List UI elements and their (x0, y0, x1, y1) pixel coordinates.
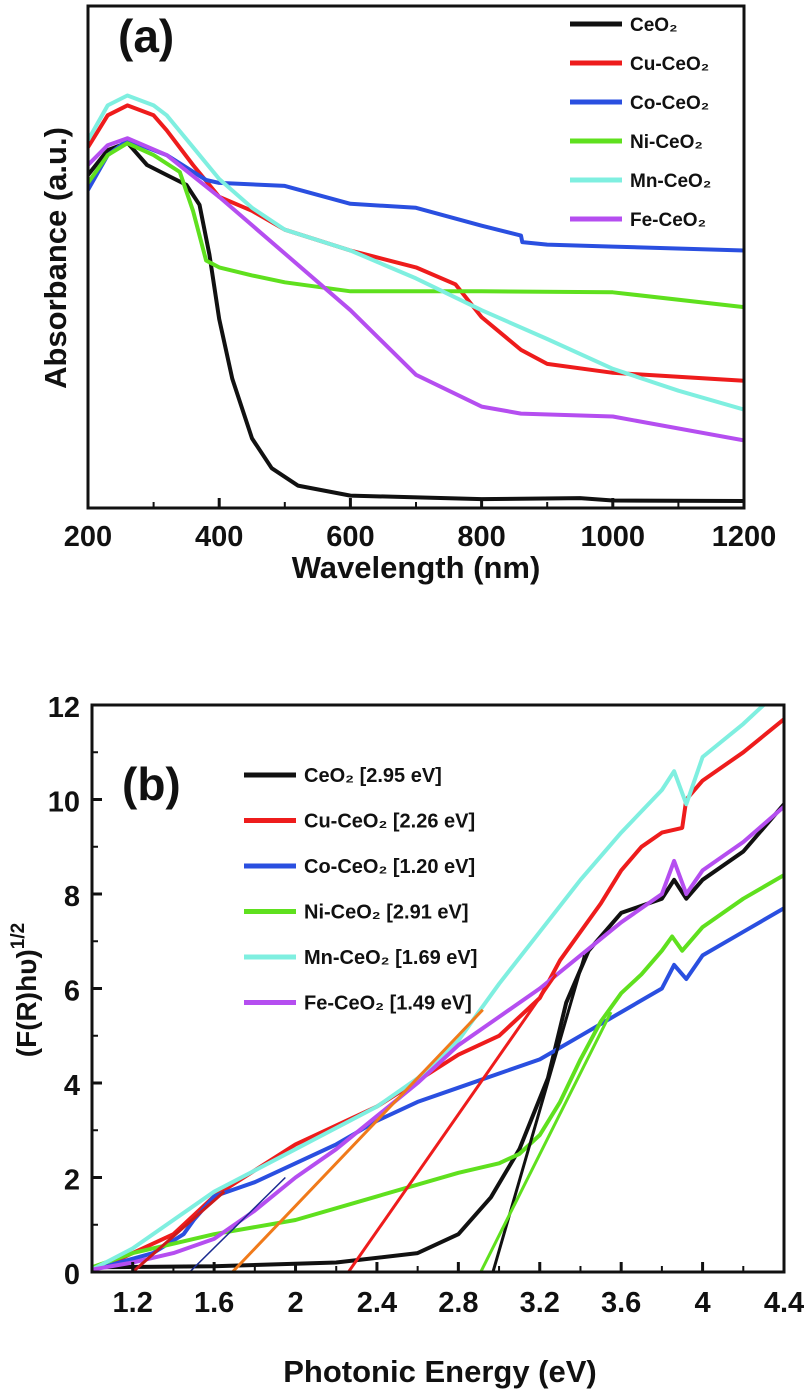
y-tick-label: 6 (64, 976, 80, 1008)
fit-line-5 (189, 1176, 286, 1273)
x-tick-label: 2 (287, 1287, 303, 1319)
legend-label: Ni-CeO₂ [2.91 eV] (304, 902, 469, 924)
legend-label: Co-CeO₂ [1.20 eV] (304, 856, 475, 878)
legend-label: Mn-CeO₂ (630, 171, 711, 192)
x-tick-label: 3.2 (520, 1287, 560, 1319)
series-line-5 (88, 136, 744, 443)
panel-b-ylabel: (F(R)hυ)1/2 (8, 923, 42, 1057)
legend-label: CeO₂ (630, 15, 678, 36)
panel-a-ylabel: Absorbance (a.u.) (38, 127, 73, 389)
legend-label: Fe-CeO₂ (630, 210, 706, 231)
y-tick-label: 2 (64, 1165, 80, 1197)
x-tick-label: 800 (457, 521, 505, 553)
x-tick-label: 2.8 (438, 1287, 478, 1319)
series-line-5 (92, 805, 784, 1272)
x-tick-label: 1000 (581, 521, 646, 553)
series-line-0 (88, 140, 744, 503)
x-tick-label: 600 (326, 521, 374, 553)
panel-b-ylabel-sup: 1/2 (8, 923, 29, 949)
panel-b-ylabel-main: (F(R)hυ) (11, 949, 42, 1057)
panel-a-xlabel: Wavelength (nm) (292, 550, 541, 585)
x-tick-label: 1.2 (113, 1287, 153, 1319)
fit-line-0 (491, 955, 586, 1273)
series-line-3 (92, 873, 784, 1270)
x-tick-label: 4.4 (764, 1287, 804, 1319)
y-tick-label: 0 (64, 1259, 80, 1291)
x-tick-label: 200 (64, 521, 112, 553)
series-line-3 (88, 141, 744, 310)
x-tick-label: 4 (695, 1287, 711, 1319)
panel-b-xlabel: Photonic Energy (eV) (283, 1354, 596, 1389)
panel-b: (b) Photonic Energy (eV) (F(R)hυ)1/2 1.2… (8, 692, 804, 1389)
y-tick-label: 4 (64, 1070, 80, 1102)
series-line-0 (92, 802, 784, 1270)
x-tick-label: 400 (195, 521, 243, 553)
series-line-4 (92, 705, 765, 1272)
x-tick-label: 1200 (712, 521, 777, 553)
fit-line-1 (479, 1011, 613, 1273)
legend-label: Ni-CeO₂ (630, 132, 703, 153)
y-tick-label: 8 (64, 881, 80, 913)
fit-line-2 (347, 973, 558, 1273)
panel-a: (a) Wavelength (nm) Absorbance (a.u.) 20… (38, 4, 777, 585)
legend-label: Co-CeO₂ (630, 93, 709, 114)
legend-label: CeO₂ [2.95 eV] (304, 765, 442, 787)
y-tick-label: 12 (48, 692, 80, 724)
legend-label: Mn-CeO₂ [1.69 eV] (304, 947, 477, 969)
x-tick-label: 1.6 (194, 1287, 234, 1319)
panel-b-label: (b) (122, 758, 181, 810)
fit-line-4 (131, 1190, 226, 1274)
legend-label: Cu-CeO₂ (630, 54, 709, 75)
legend-label: Fe-CeO₂ [1.49 eV] (304, 993, 472, 1015)
panel-a-label: (a) (118, 10, 174, 62)
y-tick-label: 10 (48, 787, 80, 819)
plot-frame (86, 4, 746, 510)
fit-line-3 (231, 1008, 484, 1274)
x-tick-label: 2.4 (357, 1287, 397, 1319)
series-line-4 (88, 93, 744, 412)
x-tick-label: 3.6 (601, 1287, 641, 1319)
legend-label: Cu-CeO₂ [2.26 eV] (304, 811, 475, 833)
